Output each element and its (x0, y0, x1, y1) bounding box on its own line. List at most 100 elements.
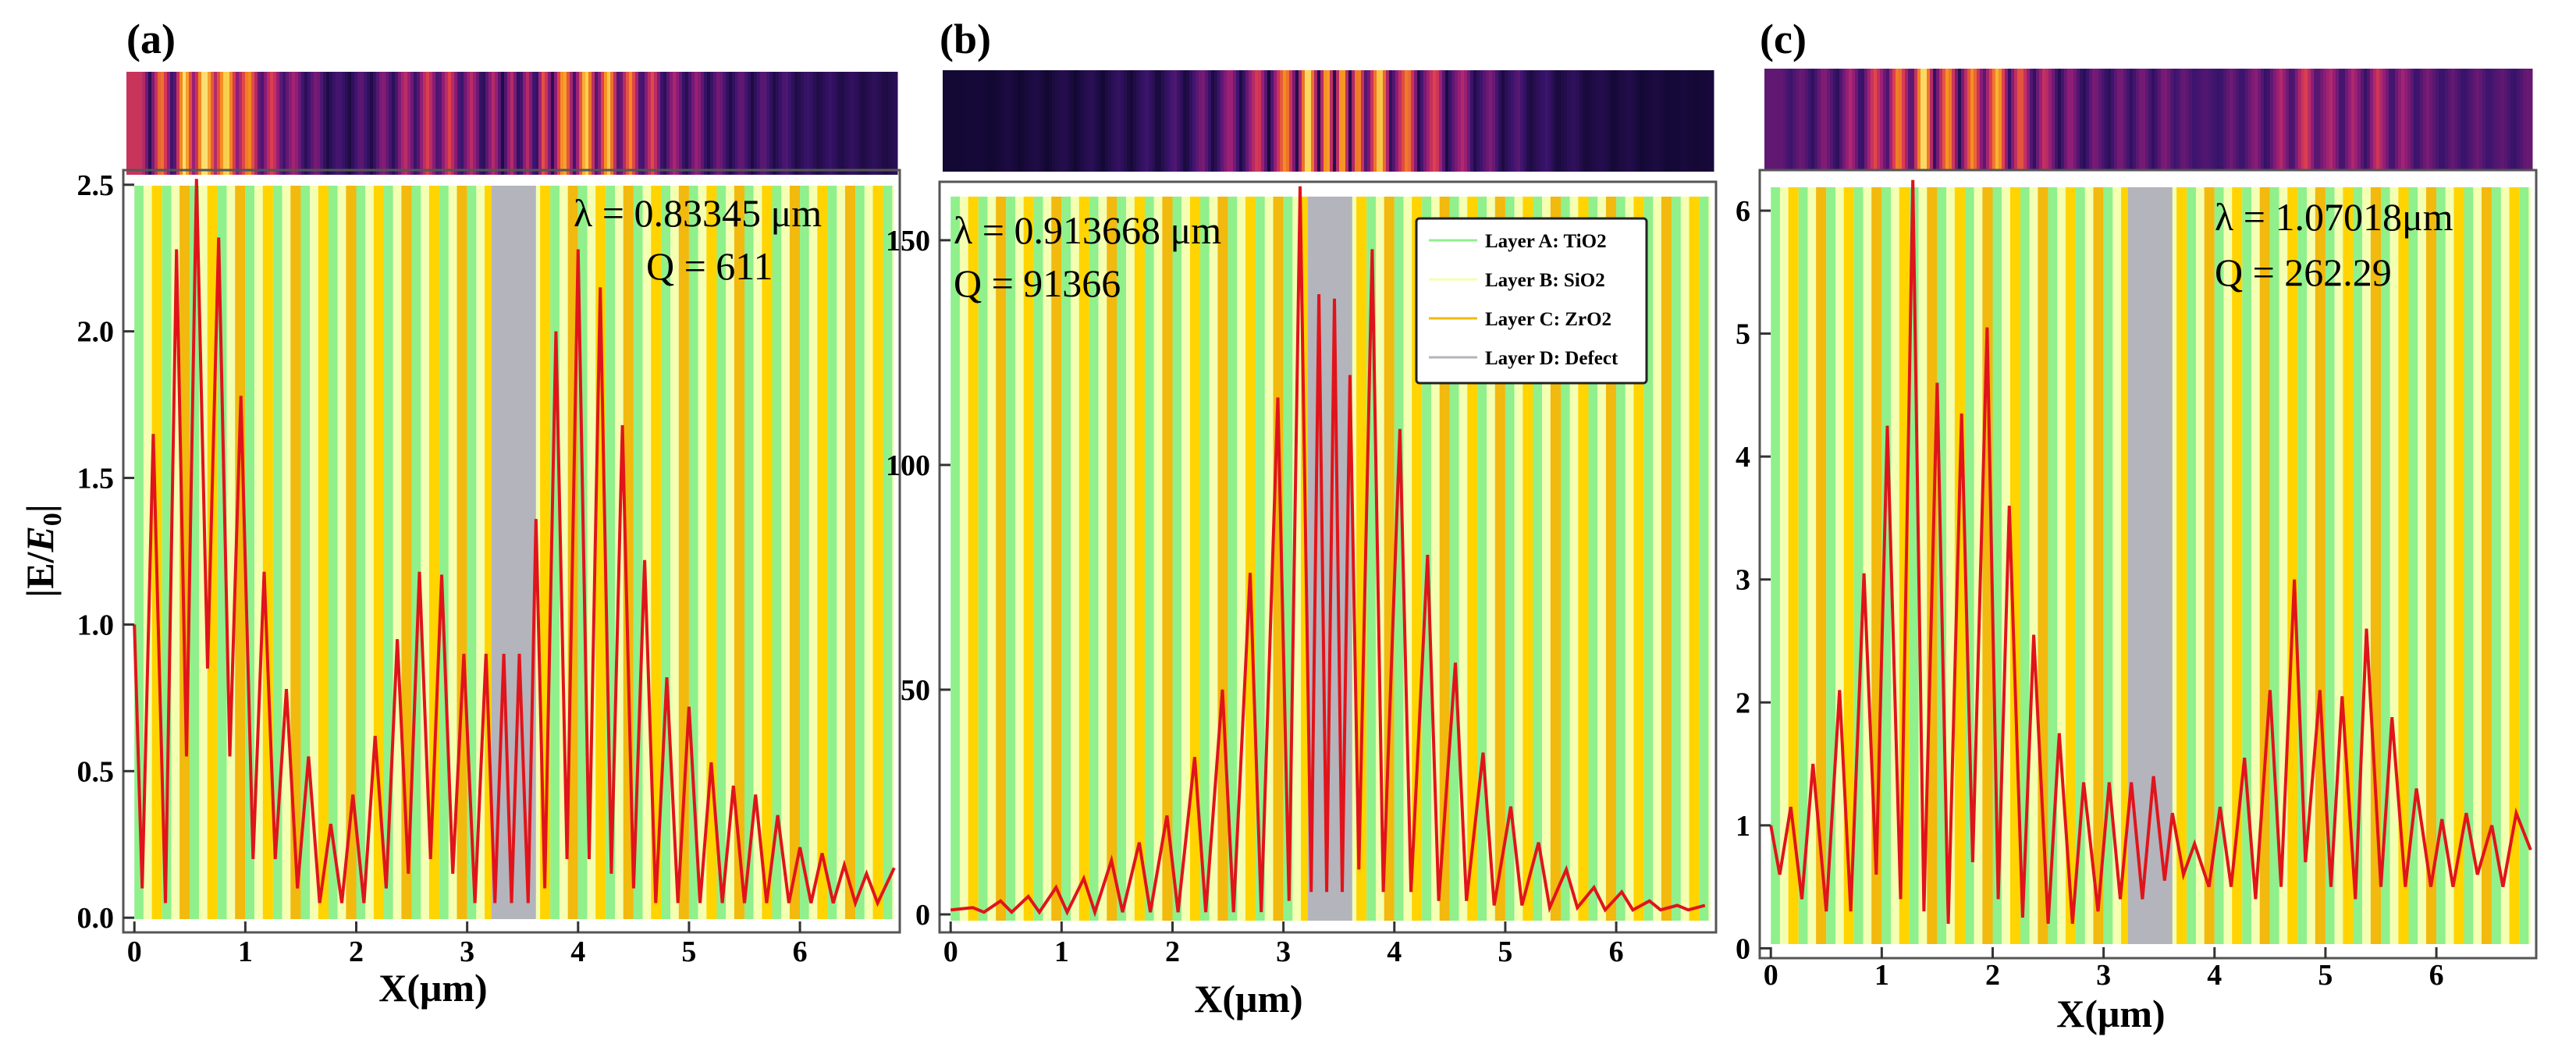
heatmap-cell (1517, 70, 1521, 172)
heatmap-cell (1967, 69, 1971, 170)
heatmap-cell (638, 72, 642, 175)
y-axis-title: |E/E0| (18, 504, 67, 598)
heatmap-cell (1889, 69, 1893, 170)
heatmap-cell (1949, 69, 1952, 170)
heatmap-cell (1302, 70, 1306, 172)
layer-a-band (2353, 187, 2363, 944)
layer-b-band (1514, 197, 1523, 921)
heatmap-cell (2411, 69, 2414, 170)
heatmap-cell (1874, 69, 1878, 170)
layer-a-band (2492, 187, 2501, 944)
heatmap-cell (2295, 69, 2299, 170)
heatmap-cell (2323, 69, 2327, 170)
heatmap-cell (1852, 69, 1856, 170)
layer-b-band (698, 186, 707, 919)
heatmap-cell (688, 72, 692, 175)
heatmap-cell (1336, 70, 1340, 172)
heatmap-cell (2389, 69, 2393, 170)
heatmap-cell (748, 72, 751, 175)
heatmap-cell (1155, 70, 1159, 172)
heatmap-cell (482, 72, 486, 175)
heatmap-cell (1808, 69, 1812, 170)
heatmap-cell (189, 72, 193, 175)
heatmap-cell (2361, 69, 2365, 170)
layer-a-band (978, 197, 988, 921)
heatmap-cell (1011, 70, 1015, 172)
heatmap-cell (1052, 70, 1056, 172)
heatmap-cell (354, 72, 358, 175)
heatmap-cell (1942, 69, 1946, 170)
heatmap-cell (201, 72, 205, 175)
layer-a-band (1144, 197, 1154, 921)
heatmap-cell (2498, 69, 2502, 170)
heatmap-cell (1548, 70, 1552, 172)
heatmap-cell (2270, 69, 2274, 170)
heatmap-cell (264, 72, 268, 175)
heatmap-cell (604, 72, 608, 175)
heatmap-cell (676, 72, 680, 175)
heatmap-cell (489, 72, 492, 175)
heatmap-cell (673, 72, 677, 175)
heatmap-cell (977, 70, 981, 172)
heatmap-cell (616, 72, 620, 175)
heatmap-cell (2417, 69, 2421, 170)
heatmap-cell (857, 72, 861, 175)
heatmap-cell (2501, 69, 2505, 170)
layer-a-band (2436, 187, 2446, 944)
layer-a-band (245, 186, 255, 919)
y-tick-label: 0 (915, 899, 930, 932)
heatmap-cell (151, 72, 155, 175)
heatmap-cell (1174, 70, 1178, 172)
heatmap-cell (242, 72, 246, 175)
heatmap-cell (364, 72, 368, 175)
layer-c-band (2425, 187, 2437, 944)
heatmap-cell (2333, 69, 2336, 170)
heatmap-cell (1270, 70, 1274, 172)
heatmap-cell (1692, 70, 1696, 172)
layer-c-band (1162, 197, 1173, 921)
heatmap-cell (179, 72, 183, 175)
heatmap-cell (1455, 70, 1459, 172)
heatmap-cell (2464, 69, 2468, 170)
layer-c-band (1078, 197, 1089, 921)
layer-a-band (2076, 187, 2085, 944)
heatmap-cell (1258, 70, 1262, 172)
heatmap-cell (1833, 69, 1837, 170)
heatmap-cell (876, 72, 879, 175)
heatmap-cell (414, 72, 417, 175)
heatmap-cell (872, 72, 876, 175)
heatmap-cell (999, 70, 1003, 172)
heatmap-cell (620, 72, 624, 175)
heatmap-cell (2223, 69, 2227, 170)
layer-b-band (310, 186, 318, 919)
heatmap-cell (1877, 69, 1881, 170)
heatmap-cell (1311, 70, 1315, 172)
heatmap-cell (351, 72, 355, 175)
layer-a-band (134, 186, 144, 919)
heatmap-cell (1058, 70, 1062, 172)
heatmap-cell (2133, 69, 2137, 170)
layer-b-band (1891, 187, 1899, 944)
layer-b-band (1264, 197, 1274, 921)
x-tick-label: 4 (1387, 936, 1402, 968)
layer-b-band (1653, 197, 1661, 921)
heatmap-cell (1102, 70, 1106, 172)
heatmap-cell (2017, 69, 2021, 170)
heatmap-cell (2027, 69, 2031, 170)
layer-c-band (428, 186, 440, 919)
heatmap-cell (1899, 69, 1903, 170)
y-axis-title-sub: 0 (38, 513, 67, 526)
layer-b-band (1071, 197, 1079, 921)
heatmap-cell (1367, 70, 1371, 172)
heatmap-cell (2276, 69, 2280, 170)
heatmap-cell (529, 72, 533, 175)
layer-a-band (467, 186, 477, 919)
heatmap-cell (473, 72, 477, 175)
heatmap-cell (1651, 70, 1655, 172)
heatmap-cell (1205, 70, 1209, 172)
layer-c-band (2093, 187, 2104, 944)
heatmap-cell (183, 72, 187, 175)
heatmap-cell (254, 72, 258, 175)
layer-a-band (1505, 197, 1515, 921)
layer-a-band (439, 186, 449, 919)
